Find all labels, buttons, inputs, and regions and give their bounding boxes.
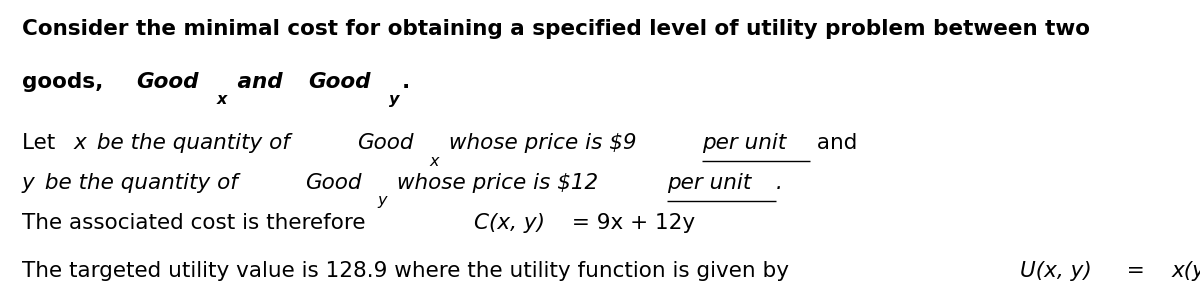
Text: U(x, y): U(x, y)	[1020, 261, 1092, 281]
Text: and: and	[230, 72, 290, 92]
Text: and: and	[810, 133, 858, 154]
Text: The associated cost is therefore: The associated cost is therefore	[22, 212, 372, 233]
Text: be the quantity of: be the quantity of	[38, 173, 245, 193]
Text: Consider the minimal cost for obtaining a specified level of utility problem bet: Consider the minimal cost for obtaining …	[22, 19, 1090, 39]
Text: Good: Good	[356, 133, 413, 154]
Text: y: y	[378, 193, 388, 208]
Text: = 9x + 12y: = 9x + 12y	[565, 212, 696, 233]
Text: per unit: per unit	[667, 173, 751, 193]
Text: x(y + 3): x(y + 3)	[1171, 261, 1200, 281]
Text: =: =	[1112, 261, 1158, 281]
Text: whose price is $9: whose price is $9	[442, 133, 643, 154]
Text: y: y	[22, 173, 35, 193]
Text: x: x	[217, 92, 227, 107]
Text: be the quantity of: be the quantity of	[90, 133, 296, 154]
Text: x: x	[73, 133, 86, 154]
Text: y: y	[389, 92, 398, 107]
Text: Good: Good	[305, 173, 361, 193]
Text: The targeted utility value is 128.9 where the utility function is given by: The targeted utility value is 128.9 wher…	[22, 261, 796, 281]
Text: Let: Let	[22, 133, 61, 154]
Text: .: .	[402, 72, 410, 92]
Text: C(x, y): C(x, y)	[474, 212, 545, 233]
Text: Good: Good	[137, 72, 199, 92]
Text: Good: Good	[308, 72, 371, 92]
Text: goods,: goods,	[22, 72, 110, 92]
Text: per unit: per unit	[702, 133, 786, 154]
Text: .: .	[776, 173, 782, 193]
Text: x: x	[430, 154, 439, 168]
Text: whose price is $12: whose price is $12	[390, 173, 605, 193]
